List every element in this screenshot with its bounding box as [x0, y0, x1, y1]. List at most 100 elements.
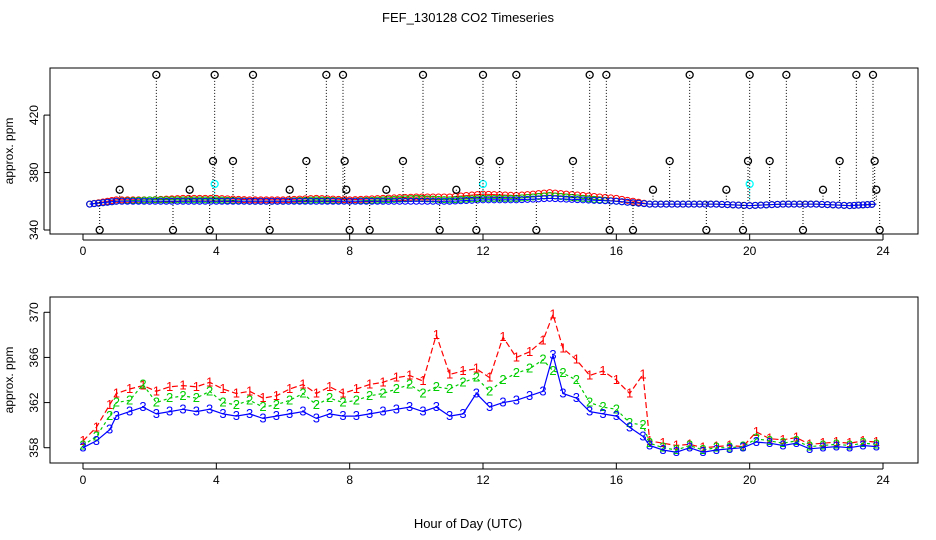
series-marker-2: 2 [559, 365, 566, 380]
series-marker-2: 2 [713, 440, 720, 455]
series-marker-2: 2 [233, 397, 240, 412]
series-marker-2: 2 [286, 392, 293, 407]
series-marker-2: 2 [459, 374, 466, 389]
outlier-point [342, 185, 351, 194]
series-marker-1: 1 [646, 433, 653, 448]
y-tick-label: 380 [27, 162, 41, 182]
series-marker-1: 1 [626, 386, 633, 401]
series-marker-3: 3 [873, 439, 880, 454]
data-point-series-3 [86, 200, 94, 208]
series-marker-1: 1 [393, 370, 400, 385]
plot-frame-bottom [49, 296, 919, 464]
y-tick-label: 370 [27, 302, 41, 322]
series-marker-3: 3 [766, 435, 773, 450]
series-marker-1: 1 [313, 386, 320, 401]
series-marker-2: 2 [513, 365, 520, 380]
series-marker-3: 3 [286, 406, 293, 421]
series-marker-3: 3 [713, 442, 720, 457]
series-marker-1: 1 [753, 424, 760, 439]
series-marker-1: 1 [859, 433, 866, 448]
series-marker-3: 3 [193, 404, 200, 419]
series-marker-3: 3 [626, 419, 633, 434]
outlier-point [765, 156, 774, 166]
series-marker-2: 2 [726, 440, 733, 455]
series-marker-2: 2 [766, 433, 773, 448]
outlier-point [265, 225, 274, 235]
outlier-point [872, 185, 881, 194]
series-marker-2: 2 [646, 435, 653, 450]
series-marker-1: 1 [739, 439, 746, 454]
series-marker-1: 1 [286, 381, 293, 396]
data-point-series-3 [855, 201, 863, 209]
data-point-series-3 [90, 200, 98, 208]
series-marker-1: 1 [726, 437, 733, 452]
series-marker-3: 3 [139, 399, 146, 414]
series-marker-3: 3 [446, 408, 453, 423]
outlier-point [818, 185, 828, 194]
outlier-point [782, 70, 791, 80]
series-marker-1: 1 [586, 367, 593, 382]
series-marker-1: 1 [106, 397, 113, 412]
series-marker-3: 3 [299, 404, 306, 419]
outlier-point [152, 70, 161, 80]
series-marker-1: 1 [219, 381, 226, 396]
y-axis-label-top: approx. ppm [2, 118, 16, 185]
series-marker-2: 2 [179, 388, 186, 403]
series-marker-2: 2 [779, 435, 786, 450]
series-marker-2: 2 [393, 381, 400, 396]
series-marker-1: 1 [273, 388, 280, 403]
panel-top: approx. ppm 0 4 8 12 16 20 24 340 380 420 [2, 67, 919, 258]
series-marker-3: 3 [549, 347, 556, 362]
series-marker-3: 3 [259, 410, 266, 425]
x-tick-label: 16 [610, 244, 624, 258]
series-marker-3: 3 [93, 433, 100, 448]
series-marker-3: 3 [366, 406, 373, 421]
outlier-point [382, 185, 391, 194]
outlier-point [365, 225, 374, 235]
data-point-series-3 [108, 198, 116, 206]
series-marker-1: 1 [573, 352, 580, 367]
series-marker-3: 3 [153, 406, 160, 421]
outlier-point [185, 185, 194, 194]
series-marker-3: 3 [166, 404, 173, 419]
outlier-point [95, 225, 104, 235]
series-marker-2: 2 [353, 392, 360, 407]
series-marker-3: 3 [686, 440, 693, 455]
series-marker-3: 3 [219, 406, 226, 421]
series-marker-2: 2 [273, 397, 280, 412]
series-marker-3: 3 [779, 437, 786, 452]
series-marker-3: 3 [419, 404, 426, 419]
series-marker-2: 2 [486, 383, 493, 398]
outlier-point [285, 185, 294, 194]
outlier-point [532, 225, 541, 235]
outlier-point [210, 70, 219, 80]
x-tick-label: 24 [876, 473, 890, 487]
series-marker-1: 1 [339, 386, 346, 401]
outlier-point [585, 70, 594, 80]
series-marker-1: 1 [433, 327, 440, 342]
x-tick-label: 16 [610, 473, 624, 487]
series-marker-2: 2 [859, 435, 866, 450]
series-marker-1: 1 [499, 329, 506, 344]
outlier-point [228, 156, 238, 166]
series-marker-1: 1 [526, 344, 533, 359]
series-marker-1: 1 [246, 383, 253, 398]
series-marker-1: 1 [79, 433, 86, 448]
y-tick-label: 420 [27, 105, 41, 125]
series-marker-3: 3 [499, 395, 506, 410]
series-marker-2: 2 [806, 439, 813, 454]
series-marker-3: 3 [273, 408, 280, 423]
series-marker-2: 2 [326, 390, 333, 405]
y-tick-label: 358 [27, 437, 41, 457]
outlier-point [205, 225, 214, 235]
outlier-point [602, 70, 611, 80]
series-marker-1: 1 [713, 439, 720, 454]
series-marker-2: 2 [673, 442, 680, 457]
series-marker-2: 2 [366, 388, 373, 403]
outlier-point [743, 156, 753, 166]
y-tick-label: 362 [27, 392, 41, 412]
series-marker-3: 3 [393, 401, 400, 416]
series-marker-1: 1 [639, 366, 646, 381]
